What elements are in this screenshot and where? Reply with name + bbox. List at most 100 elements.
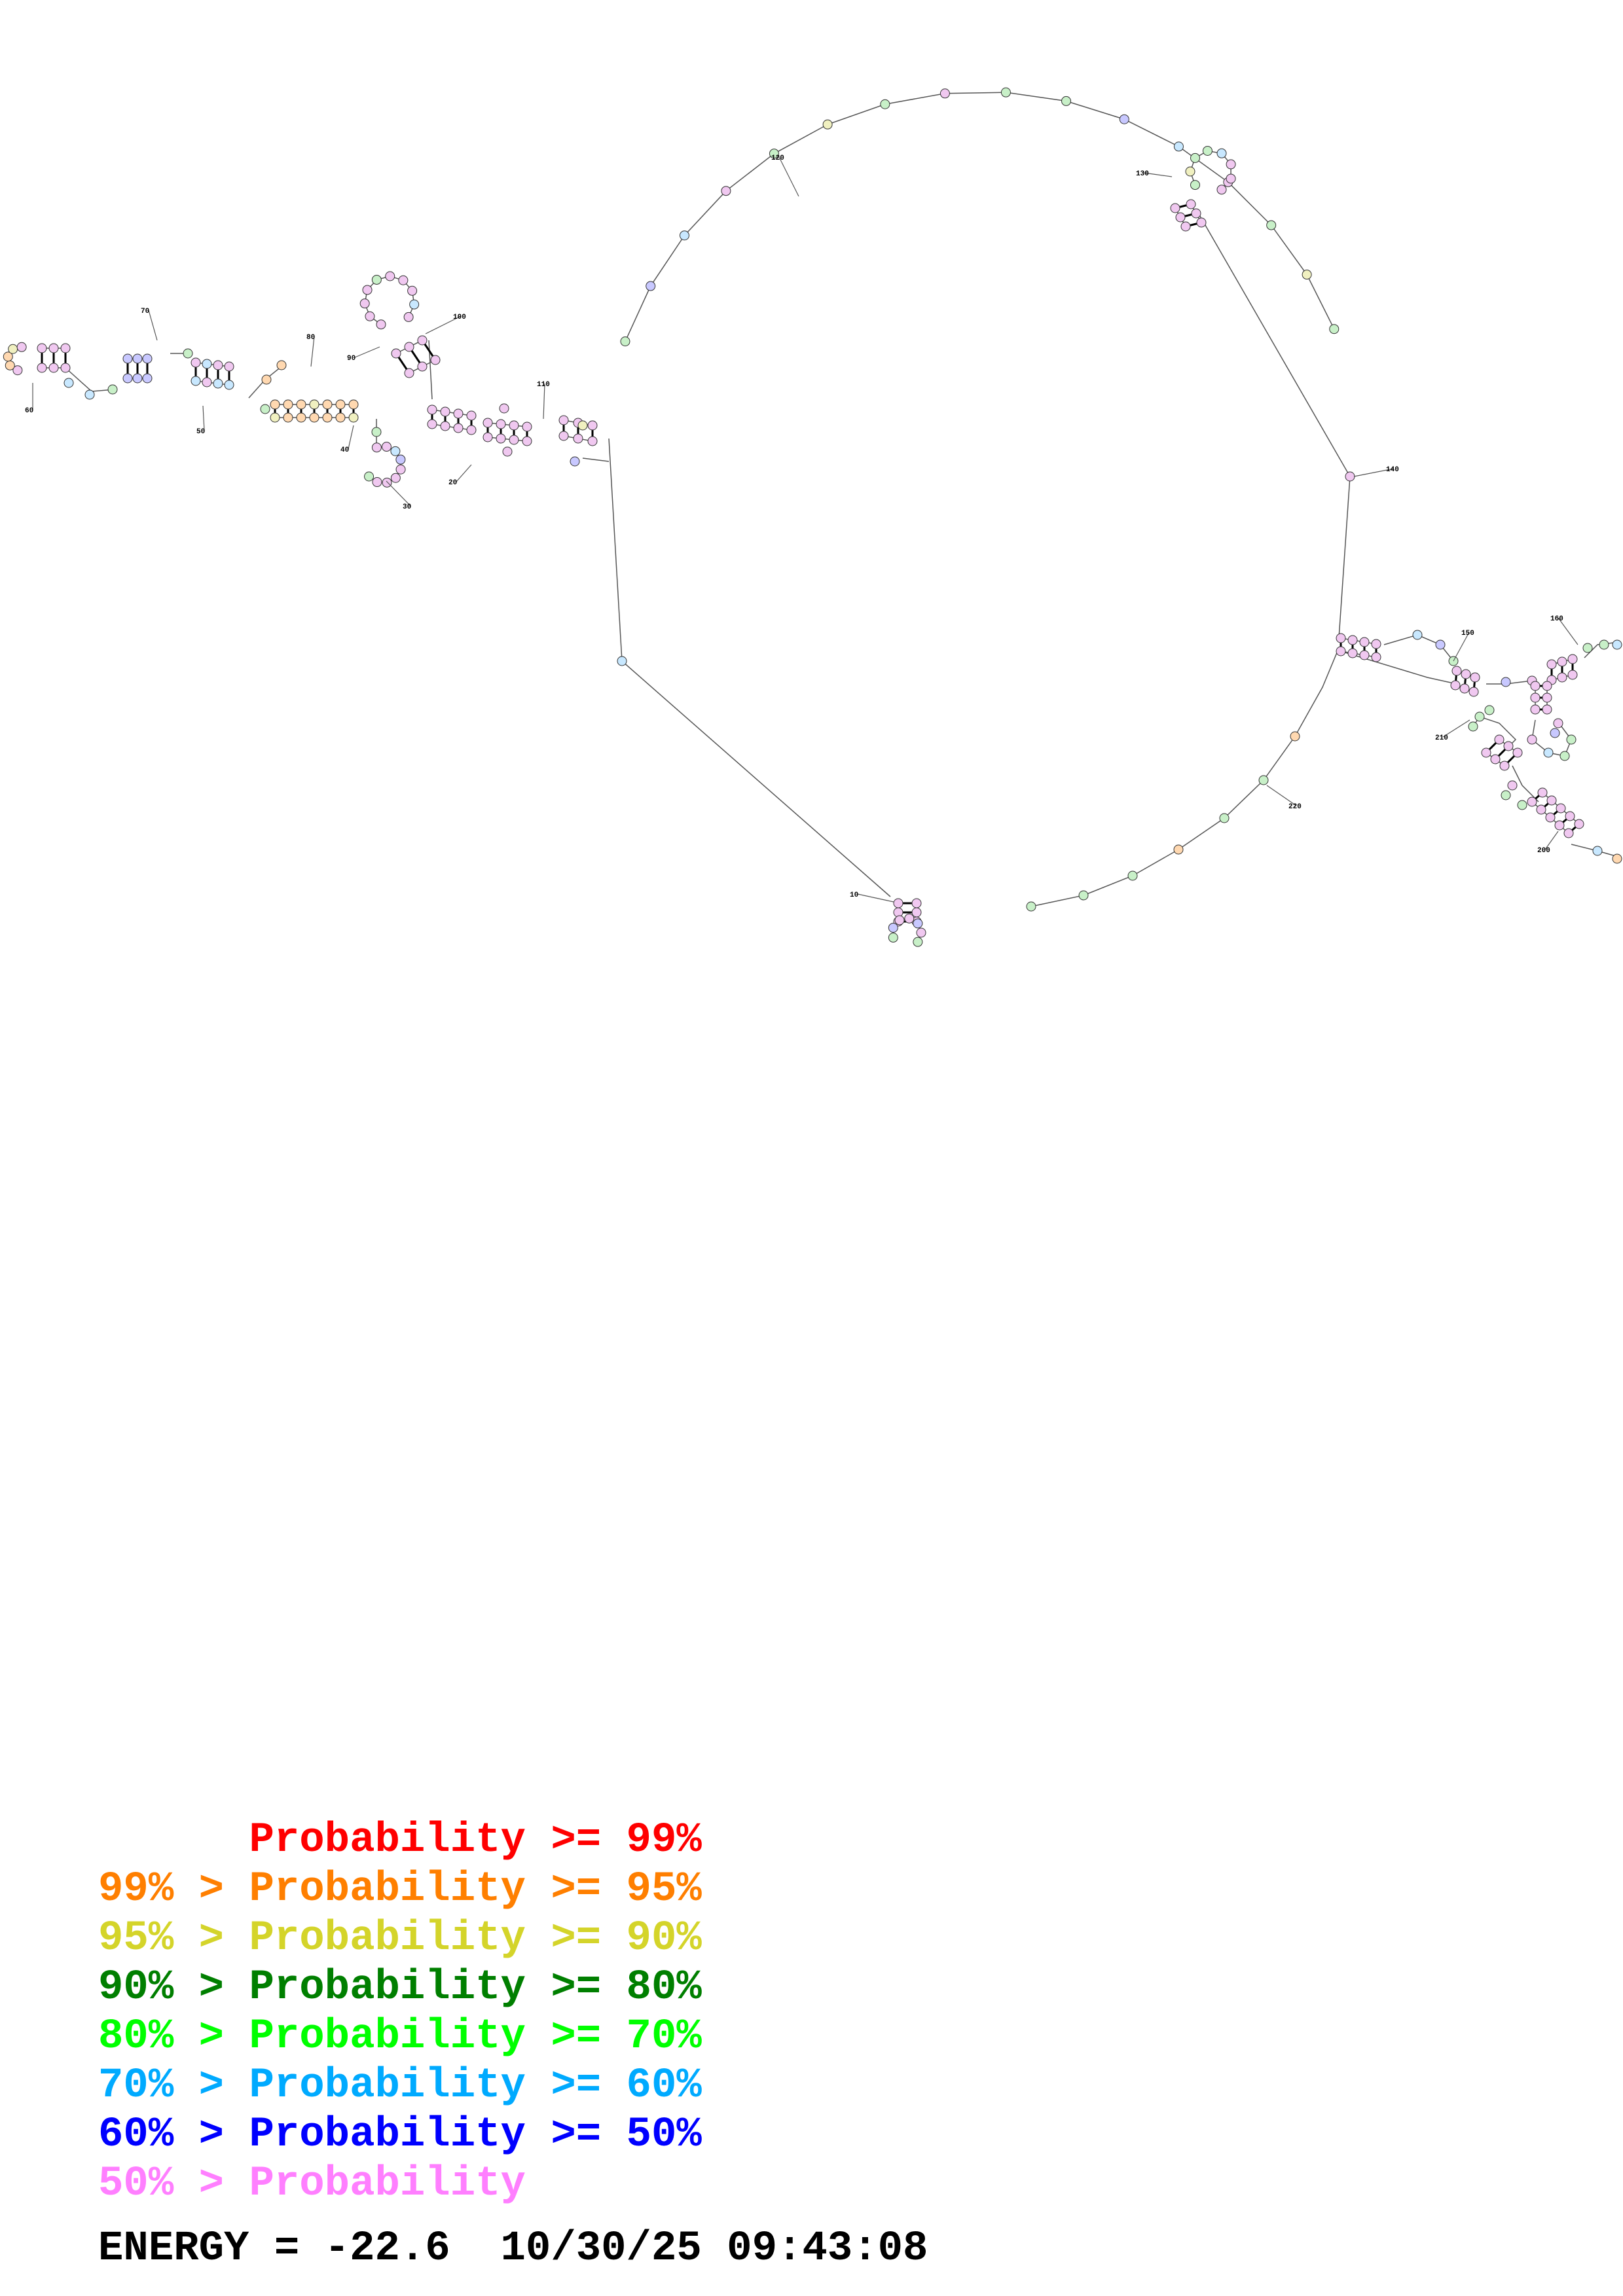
legend-prefix: 95% > — [98, 1915, 225, 1962]
position-label: 30 — [403, 503, 411, 511]
position-label: 90 — [347, 355, 356, 363]
nucleotide — [894, 915, 905, 925]
legend-threshold: 50% — [626, 2111, 702, 2159]
nucleotide — [142, 373, 153, 384]
nucleotide — [646, 281, 656, 291]
nucleotide — [496, 433, 506, 444]
nucleotide — [37, 343, 47, 353]
nucleotide — [371, 274, 382, 285]
nucleotide — [427, 419, 437, 429]
legend-threshold: 95% — [626, 1866, 702, 1913]
nucleotide — [1412, 630, 1423, 640]
nucleotide — [60, 343, 71, 353]
legend-label: Probability — [249, 1964, 526, 2011]
nucleotide — [1530, 681, 1541, 691]
nucleotide — [721, 186, 731, 196]
legend-prefix: 90% > — [98, 1964, 225, 2011]
nucleotide — [1550, 728, 1560, 738]
nucleotide — [1537, 787, 1548, 798]
nucleotide — [466, 425, 477, 435]
nucleotide — [391, 348, 401, 359]
backbone-segment — [1340, 651, 1457, 685]
rna-structure-diagram: 10 20 30 40 50 60 70 80 90 100 110 120 130 140 150 160 2… — [3, 87, 1622, 947]
nucleotide — [376, 319, 386, 330]
nucleotide — [5, 360, 15, 370]
nucleotide — [939, 88, 950, 99]
nucleotide — [1499, 761, 1510, 771]
label-leader — [1544, 831, 1559, 850]
nucleotide — [122, 373, 133, 384]
nucleotide — [1061, 96, 1071, 106]
nucleotide — [483, 418, 493, 428]
nucleotide — [1559, 751, 1570, 761]
nucleotide — [1173, 844, 1184, 855]
nucleotide — [888, 933, 898, 943]
nucleotide — [409, 299, 420, 310]
nucleotide — [213, 378, 223, 389]
nucleotide — [1202, 145, 1213, 156]
energy-value: -22.6 — [324, 2225, 450, 2272]
nucleotide — [1000, 87, 1011, 98]
position-label: 80 — [306, 334, 315, 342]
nucleotide — [558, 431, 569, 441]
probability-legend: Probability >= 99% 99% > Probability >= 9… — [98, 1816, 702, 2209]
nucleotide — [577, 420, 588, 431]
nucleotide — [322, 412, 333, 423]
nucleotide — [587, 420, 598, 431]
nucleotide — [260, 404, 270, 414]
nucleotide — [911, 907, 922, 918]
nucleotide — [1557, 656, 1567, 667]
legend-prefix: 99% > — [98, 1866, 225, 1913]
nucleotide — [276, 360, 287, 370]
legend-row: Probability >= 99% — [98, 1816, 701, 1865]
nucleotide — [132, 353, 143, 364]
label-leader — [1143, 172, 1173, 177]
legend-label: Probability — [249, 2161, 526, 2208]
nucleotide — [1546, 659, 1557, 670]
legend-label: Probability — [249, 1817, 526, 1864]
position-label: 150 — [1461, 630, 1474, 637]
nucleotide — [1612, 639, 1622, 650]
nucleotide — [1536, 804, 1546, 815]
nucleotide — [573, 433, 583, 444]
nucleotide — [84, 389, 95, 400]
nucleotide — [1226, 173, 1236, 184]
nucleotide — [1592, 846, 1603, 856]
nucleotide — [322, 399, 333, 410]
nucleotide — [395, 454, 406, 465]
nucleotide — [224, 361, 234, 372]
nucleotide — [296, 412, 306, 423]
label-leader — [1453, 632, 1470, 662]
nucleotide — [132, 373, 143, 384]
nucleotide — [916, 927, 926, 938]
nucleotide — [1501, 790, 1511, 800]
nucleotide — [403, 312, 414, 322]
backbone-segment — [431, 423, 472, 431]
nucleotide — [202, 359, 212, 369]
nucleotide — [620, 336, 630, 347]
nucleotide — [1563, 828, 1574, 838]
nucleotide — [1507, 780, 1518, 791]
nucleotide — [407, 285, 418, 296]
legend-row: 60% > Probability >= 50% — [98, 2111, 702, 2160]
legend-comparator: >= — [551, 2111, 602, 2159]
nucleotide — [1345, 471, 1355, 482]
legend-prefix: 50% > — [98, 2161, 225, 2208]
nucleotide — [1557, 672, 1567, 683]
nucleotide — [404, 342, 414, 352]
nucleotide — [509, 420, 519, 431]
nucleotide — [1219, 813, 1230, 823]
nucleotide — [3, 351, 13, 362]
backbone-segment — [364, 276, 415, 325]
label-leader — [1266, 785, 1297, 806]
nucleotide — [1190, 180, 1200, 190]
nucleotide — [191, 357, 201, 368]
legend-comparator: >= — [551, 1866, 602, 1913]
backbone-segment — [1512, 765, 1539, 802]
legend-label: Probability — [249, 1915, 526, 1962]
nucleotide — [1582, 643, 1593, 653]
label-leader — [202, 405, 205, 431]
nucleotide — [587, 436, 598, 446]
nucleotide — [1078, 890, 1089, 901]
nucleotide — [348, 399, 359, 410]
